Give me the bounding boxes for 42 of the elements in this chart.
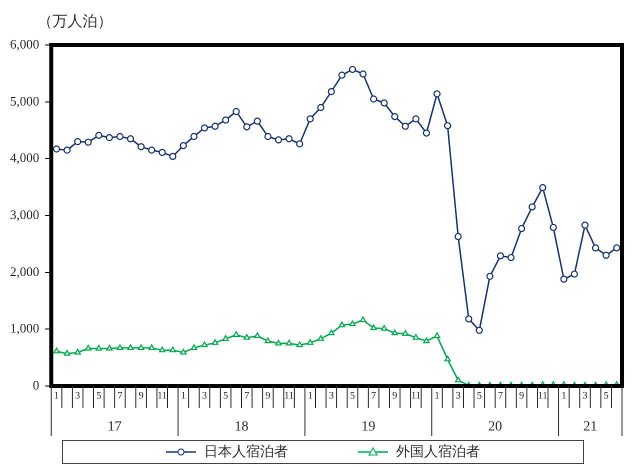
x-tick-label: 3 [75,390,80,402]
x-tick-label: 3 [328,390,334,402]
legend-label: 日本人宿泊者 [204,443,288,461]
text: 17 [108,420,122,435]
x-tick-label: 11 [411,390,421,402]
x-tick-label: 7 [371,390,376,402]
y-tick-label: 5,000 [10,93,40,108]
x-tick-label: 7 [117,390,122,402]
legend-label: 外国人宿泊者 [396,443,480,461]
x-tick-label: 5 [476,390,482,402]
x-tick-label: 5 [96,390,102,402]
x-tick-label: 9 [392,390,398,402]
x-tick-label: 5 [604,390,609,402]
y-tick-label: 3,000 [10,206,40,222]
x-tick-label: 7 [498,390,503,402]
x-tick-label: 1 [180,390,186,402]
text: 20 [488,420,502,435]
y-tick-label: 1,000 [10,320,40,336]
y-tick-label: 4,000 [10,150,40,166]
x-tick-label: 3 [202,390,208,402]
x-tick-label: 3 [582,390,588,402]
y-tick-label: 6,000 [10,36,40,52]
y-tick-label: 0 [32,377,40,392]
text: 21 [583,420,598,435]
x-tick-label: 11 [538,390,548,402]
x-tick-label: 3 [456,390,461,402]
text: 18 [234,420,248,435]
x-tick-label: 9 [265,390,270,402]
x-tick-label: 7 [244,390,250,402]
text: 19 [361,420,376,435]
x-tick-label: 1 [561,390,566,402]
x-tick-label: 1 [308,390,313,402]
x-tick-label: 1 [54,390,60,402]
x-tick-label: 9 [138,390,144,402]
x-tick-label: 5 [350,390,355,402]
x-tick-label: 5 [223,390,228,402]
x-tick-label: 11 [284,390,294,402]
x-tick-label: 9 [519,390,524,402]
y-axis-title: （万人泊） [37,12,112,30]
y-tick-label: 2,000 [10,264,40,279]
x-tick-label: 1 [434,390,440,402]
x-tick-label: 11 [157,390,168,402]
